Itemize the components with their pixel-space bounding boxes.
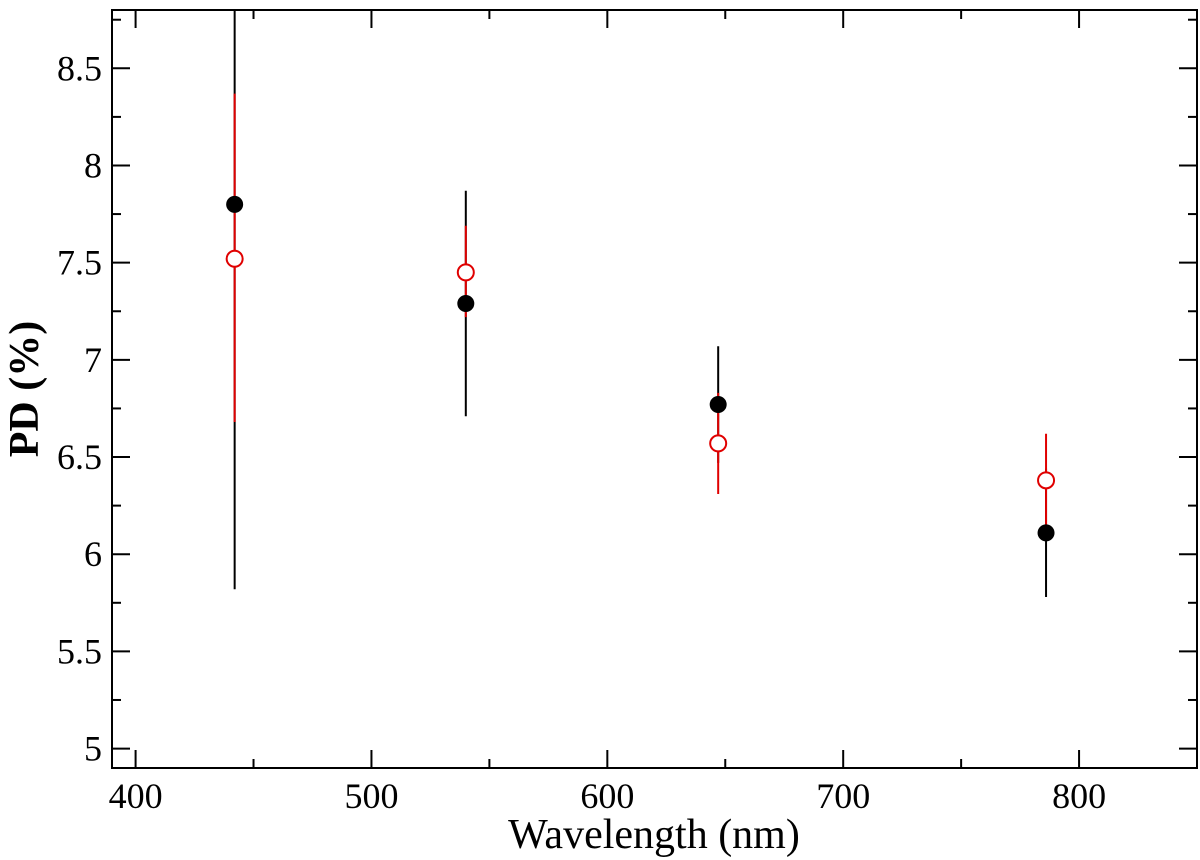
x-tick-label: 600 (580, 776, 634, 816)
data-point-series-2 (456, 263, 475, 282)
x-tick-label: 800 (1052, 776, 1106, 816)
y-tick-label: 7 (84, 340, 102, 380)
y-tick-label: 7.5 (57, 243, 102, 283)
y-tick-label: 6.5 (57, 437, 102, 477)
error-bars (233, 10, 1048, 597)
data-markers (225, 195, 1056, 542)
data-point-series-1 (1037, 524, 1055, 542)
x-tick-label: 700 (816, 776, 870, 816)
data-point-series-2 (225, 249, 244, 268)
plot-frame (111, 9, 1198, 769)
data-point-series-2 (709, 434, 728, 453)
x-tick-label: 400 (109, 776, 163, 816)
data-point-series-1 (709, 396, 727, 414)
tick-labels: 400 500 600 700 800 5 5.5 6 6.5 7 7.5 8 8.5 (57, 48, 1106, 816)
data-point-series-2 (1037, 471, 1056, 490)
y-tick-label: 8 (84, 145, 102, 185)
axis-ticks (112, 10, 1198, 768)
data-point-series-1 (457, 294, 475, 312)
y-tick-label: 5 (84, 729, 102, 769)
data-point-series-1 (226, 195, 244, 213)
x-axis-title: Wavelength (nm) (508, 812, 800, 858)
y-axis-title: PD (%) (2, 321, 48, 457)
x-tick-label: 500 (344, 776, 398, 816)
y-tick-label: 8.5 (57, 48, 102, 88)
y-tick-label: 6 (84, 534, 102, 574)
y-tick-label: 5.5 (57, 631, 102, 671)
